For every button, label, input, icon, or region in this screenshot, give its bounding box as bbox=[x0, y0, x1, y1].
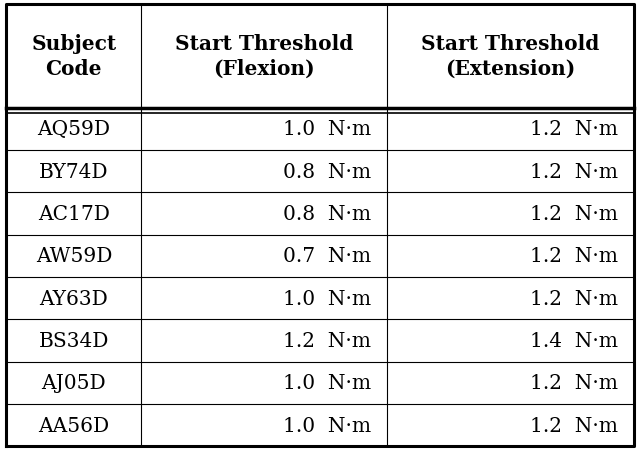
Text: 1.2  N·m: 1.2 N·m bbox=[530, 416, 618, 435]
Text: 1.2  N·m: 1.2 N·m bbox=[530, 289, 618, 308]
Text: 1.2  N·m: 1.2 N·m bbox=[530, 247, 618, 266]
Text: 1.2  N·m: 1.2 N·m bbox=[284, 331, 371, 350]
Text: Start Threshold
(Extension): Start Threshold (Extension) bbox=[421, 34, 600, 79]
Text: 1.2  N·m: 1.2 N·m bbox=[530, 162, 618, 181]
Text: 1.0  N·m: 1.0 N·m bbox=[284, 416, 371, 435]
Text: BY74D: BY74D bbox=[39, 162, 109, 181]
Text: BS34D: BS34D bbox=[38, 331, 109, 350]
Text: Subject
Code: Subject Code bbox=[31, 34, 116, 79]
Text: Start Threshold
(Flexion): Start Threshold (Flexion) bbox=[175, 34, 353, 79]
Text: AY63D: AY63D bbox=[40, 289, 108, 308]
Text: AJ05D: AJ05D bbox=[42, 373, 106, 392]
Text: 1.2  N·m: 1.2 N·m bbox=[530, 120, 618, 139]
Text: 1.0  N·m: 1.0 N·m bbox=[284, 373, 371, 392]
Text: 1.2  N·m: 1.2 N·m bbox=[530, 373, 618, 392]
Text: AQ59D: AQ59D bbox=[37, 120, 110, 139]
Text: AW59D: AW59D bbox=[36, 247, 112, 266]
Text: 0.8  N·m: 0.8 N·m bbox=[284, 162, 371, 181]
Text: 1.0  N·m: 1.0 N·m bbox=[284, 120, 371, 139]
Text: 0.8  N·m: 0.8 N·m bbox=[284, 205, 371, 224]
Text: AA56D: AA56D bbox=[38, 416, 109, 435]
Text: AC17D: AC17D bbox=[38, 205, 110, 224]
Text: 1.2  N·m: 1.2 N·m bbox=[530, 205, 618, 224]
Text: 1.0  N·m: 1.0 N·m bbox=[284, 289, 371, 308]
Text: 0.7  N·m: 0.7 N·m bbox=[284, 247, 371, 266]
Text: 1.4  N·m: 1.4 N·m bbox=[530, 331, 618, 350]
